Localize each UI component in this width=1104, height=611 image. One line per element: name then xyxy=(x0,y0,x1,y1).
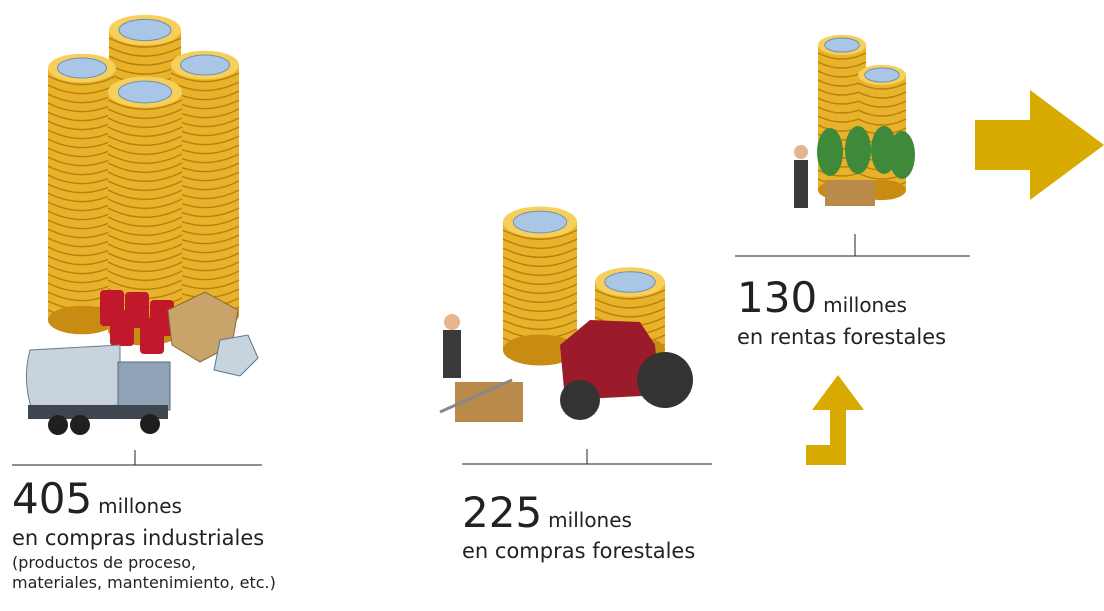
amount-value: 405 xyxy=(12,474,92,523)
infographic: 405millones en compras industriales (pro… xyxy=(0,0,1104,611)
coin-face xyxy=(605,272,655,293)
amount-unit: millones xyxy=(823,293,907,317)
person xyxy=(443,330,461,378)
amount-unit: millones xyxy=(98,494,182,518)
arrow-right xyxy=(975,90,1104,200)
nut xyxy=(214,335,258,376)
description: en compras industriales xyxy=(12,526,264,550)
head xyxy=(794,145,808,159)
coin-face xyxy=(513,211,566,233)
coin-face xyxy=(119,19,171,40)
tree xyxy=(889,131,915,179)
tree xyxy=(845,126,871,174)
note: materiales, mantenimiento, etc.) xyxy=(12,573,276,592)
coin-body xyxy=(503,222,577,350)
coin-face xyxy=(118,81,171,103)
coin-face xyxy=(181,55,230,75)
log-pile xyxy=(825,180,875,206)
amount-unit: millones xyxy=(548,508,632,532)
arrow-up xyxy=(806,375,864,465)
description: en rentas forestales xyxy=(737,325,946,349)
coin-face xyxy=(58,58,107,78)
note: (productos de proceso, xyxy=(12,553,196,572)
truck-cab xyxy=(118,362,170,410)
tank xyxy=(26,345,120,410)
wheel xyxy=(140,414,160,434)
tractor-wheel xyxy=(560,380,600,420)
amount-value: 130 xyxy=(737,273,817,322)
description: en compras forestales xyxy=(462,539,695,563)
coin-face xyxy=(865,68,900,82)
person xyxy=(794,160,808,208)
illustrations xyxy=(26,15,915,435)
coin-face xyxy=(825,38,860,52)
can xyxy=(140,318,164,354)
head xyxy=(444,314,460,330)
tractor-wheel xyxy=(637,352,693,408)
can xyxy=(110,310,134,346)
wheel xyxy=(48,415,68,435)
amount-value: 225 xyxy=(462,488,542,537)
tree xyxy=(817,128,843,176)
wheel xyxy=(70,415,90,435)
